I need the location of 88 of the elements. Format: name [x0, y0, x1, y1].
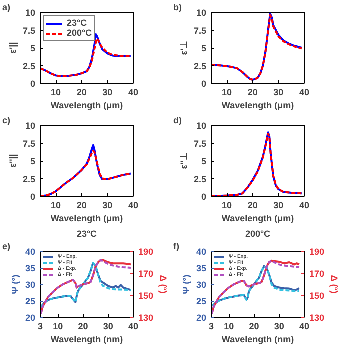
x-tick-label: 40	[299, 88, 310, 98]
y2-tick-label: 130	[138, 313, 154, 323]
text: c)	[2, 116, 11, 126]
text: f)	[174, 242, 180, 252]
y-tick-label: 5	[30, 44, 36, 54]
x-tick-label: 3	[38, 322, 44, 332]
y-tick-label: 5	[201, 156, 207, 166]
x-tick-label: 3	[208, 322, 214, 332]
y-tick-label: 10	[25, 121, 36, 131]
x-axis-title: Wavelength (nm)	[50, 334, 124, 344]
x-axis-title: Wavelength (μm)	[50, 214, 124, 224]
y-tick-label: 7.5	[194, 138, 207, 149]
y-axis-title: Ψ (°)	[10, 274, 20, 294]
x-tick-label: 20	[76, 200, 87, 210]
y-axis-title: ε''||	[8, 154, 18, 168]
x-axis-title: Wavelength (μm)	[222, 100, 294, 110]
text: d)	[174, 116, 182, 126]
y-tick-label: 0	[201, 192, 207, 202]
x-axis-title: Wavelength (nm)	[222, 334, 294, 344]
y-tick-label: 7.5	[22, 138, 36, 149]
x-axis-title: Wavelength (μm)	[222, 214, 294, 224]
legend-label: 23°C	[67, 18, 88, 28]
x-tick-label: 10	[53, 322, 64, 332]
x-tick-label: 30	[103, 322, 114, 332]
y2-tick-label: 170	[138, 269, 154, 279]
y-tick-label: 0	[30, 79, 36, 89]
x-tick-label: 20	[248, 88, 258, 98]
y-tick-label: 7.5	[22, 26, 36, 36]
text: e)	[2, 242, 11, 252]
y-tick-label: 30	[25, 280, 36, 290]
y2-tick-label: 190	[138, 247, 154, 257]
x-tick-label: 40	[128, 322, 139, 332]
x-tick-label: 20	[248, 200, 258, 210]
y2-tick-label: 190	[310, 247, 325, 257]
y-tick-label: 25	[196, 296, 207, 306]
x-tick-label: 30	[274, 322, 284, 332]
y-tick-label: 10	[25, 8, 36, 18]
y2-tick-label: 170	[310, 269, 325, 279]
x-tick-label: 30	[274, 200, 284, 210]
x-tick-label: 30	[102, 88, 113, 98]
y-tick-label: 2.5	[194, 61, 207, 72]
x-tick-label: 10	[50, 200, 62, 210]
y-tick-label: 2.5	[22, 61, 36, 72]
y-tick-label: 7.5	[194, 26, 207, 36]
x-axis-title: Wavelength (μm)	[50, 100, 124, 110]
y2-tick-label: 130	[310, 313, 325, 323]
y-axis-title: Ψ (°)	[181, 274, 192, 294]
x-tick-label: 30	[102, 200, 113, 210]
x-tick-label: 20	[249, 322, 260, 332]
y2-tick-label: 150	[310, 291, 325, 301]
x-tick-label: 30	[274, 88, 284, 98]
y2-tick-label: 150	[138, 291, 154, 301]
x-tick-label: 20	[76, 88, 87, 98]
x-tick-label: 20	[78, 322, 88, 332]
y-tick-label: 20	[25, 313, 36, 323]
y-tick-label: 0	[201, 79, 207, 89]
y-tick-label: 30	[196, 280, 207, 290]
y-tick-label: 35	[196, 264, 207, 274]
text: a)	[2, 2, 11, 12]
y-tick-label: 5	[30, 156, 36, 166]
x-tick-label: 40	[299, 322, 310, 332]
y-tick-label: 35	[25, 264, 36, 274]
y-tick-label: 2.5	[22, 174, 36, 184]
legend-label: 200°C	[67, 28, 92, 38]
y2-axis-title: Δ (°)	[158, 275, 169, 294]
chart-title: 23°C	[76, 229, 98, 239]
y2-axis-title: Δ (°)	[330, 275, 340, 294]
x-tick-label: 40	[128, 200, 139, 210]
y-tick-label: 20	[196, 313, 207, 323]
y-tick-label: 5	[201, 44, 207, 54]
y-tick-label: 2.5	[194, 174, 207, 184]
y-tick-label: 25	[25, 296, 36, 306]
y-tick-label: 0	[30, 192, 36, 202]
x-tick-label: 10	[224, 322, 234, 332]
y-tick-label: 10	[196, 121, 207, 131]
y-axis-title: ε'⊥	[178, 40, 189, 56]
x-tick-label: 10	[222, 88, 232, 98]
x-tick-label: 10	[222, 200, 232, 210]
y-axis-title: ε'||	[8, 42, 18, 54]
y-tick-label: 40	[25, 247, 36, 257]
x-tick-label: 10	[50, 88, 62, 98]
text: b)	[174, 2, 182, 12]
y-tick-label: 40	[196, 247, 207, 257]
y-tick-label: 10	[196, 8, 207, 18]
x-tick-label: 40	[299, 200, 310, 210]
y-axis-title: ε''⊥	[178, 152, 189, 170]
x-tick-label: 40	[128, 88, 139, 98]
chart-title: 200°C	[245, 229, 272, 239]
